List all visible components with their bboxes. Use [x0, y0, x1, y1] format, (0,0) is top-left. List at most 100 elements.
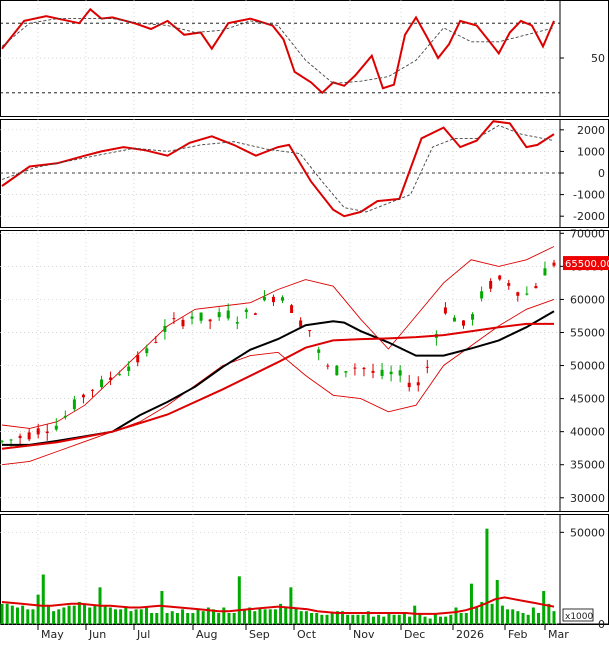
volume-bar	[77, 602, 81, 624]
candle-body	[90, 389, 94, 391]
volume-bar	[160, 591, 164, 624]
volume-bar	[418, 613, 422, 624]
candle-body	[118, 374, 122, 376]
candle-body	[525, 293, 529, 295]
volume-bar	[62, 607, 66, 624]
candle-body	[326, 365, 330, 367]
volume-bar	[212, 609, 216, 624]
volume-bar	[134, 609, 138, 624]
oscillator-top-series-main-line	[1, 7, 555, 95]
volume-bar	[227, 613, 231, 624]
volume-bar	[299, 611, 303, 624]
volume-bar	[15, 607, 19, 624]
volume-bar	[196, 609, 200, 624]
moving-average-red-line	[1, 322, 554, 450]
candle-body	[172, 318, 176, 320]
volume-bar	[88, 607, 92, 624]
volume-bar	[490, 603, 494, 624]
volume-bar	[103, 605, 107, 624]
candle-body	[317, 349, 321, 353]
volume-bar	[181, 609, 185, 624]
volume-bar	[475, 607, 479, 624]
volume-bar	[46, 605, 50, 624]
volume-bar	[500, 605, 504, 624]
volume-bar	[392, 614, 396, 624]
volume-bar	[377, 614, 381, 624]
volume-bar	[273, 609, 277, 624]
candle-body	[480, 291, 484, 299]
bollinger-upper-band	[1, 246, 555, 429]
candle-body	[109, 377, 113, 380]
volume-bar	[371, 616, 375, 624]
candle-body	[425, 366, 429, 368]
volume-bar	[57, 609, 61, 624]
x-axis-label-feb: Feb	[508, 628, 527, 641]
candle-body	[516, 292, 520, 296]
volume-bar	[0, 603, 4, 624]
x-axis-label-mar: Mar	[548, 628, 569, 641]
volume-bar	[129, 611, 133, 624]
volume-bar	[521, 613, 525, 624]
y-tick-label: 50000	[570, 526, 605, 539]
volume-bar	[310, 613, 314, 624]
volume-bar	[387, 613, 391, 624]
volume-bar	[150, 613, 154, 624]
candle-body	[543, 268, 547, 276]
volume-bar	[186, 613, 190, 624]
bollinger-lower-band	[1, 298, 555, 466]
volume-bar	[397, 614, 401, 624]
y-tick-label: -1000	[573, 189, 605, 202]
volume-bar	[237, 576, 241, 624]
y-tick-label: 35000	[570, 459, 605, 472]
y-tick-label: 50000	[570, 360, 605, 373]
volume-bar	[449, 614, 453, 624]
candle-body	[335, 365, 339, 376]
candle-body	[290, 305, 294, 314]
candle-body	[181, 319, 185, 327]
volume-bar	[41, 574, 45, 624]
candle-body	[443, 307, 447, 314]
candle-body	[136, 354, 140, 363]
candle-body	[208, 319, 212, 322]
candle-body	[18, 435, 22, 439]
candle-body	[154, 341, 158, 343]
volume-bar	[26, 609, 30, 624]
volume-bar	[444, 616, 448, 624]
volume-bar	[175, 613, 179, 624]
x-axis-label-oct: Oct	[297, 628, 317, 641]
candle-body	[552, 262, 556, 266]
candle-body	[299, 320, 303, 327]
oscillator-top-series-signal-line	[1, 18, 555, 84]
x-axis-label-jul: Jul	[136, 628, 150, 641]
x-axis-label-jun: Jun	[88, 628, 106, 641]
candle-body	[452, 317, 456, 322]
y-tick-label: 0	[598, 167, 605, 180]
volume-bar	[93, 605, 97, 624]
candle-body	[63, 415, 67, 418]
candle-body	[235, 322, 239, 324]
candle-body	[0, 440, 4, 442]
volume-bar	[480, 602, 484, 624]
candle-body	[416, 382, 420, 386]
candle-body	[262, 296, 266, 301]
volume-bar	[366, 611, 370, 624]
volume-bar	[165, 613, 169, 624]
candle-body	[371, 370, 375, 373]
candle-body	[389, 371, 393, 375]
volume-bar	[340, 611, 344, 624]
candle-body	[217, 312, 221, 318]
volume-bar	[268, 609, 272, 624]
candle-body	[380, 369, 384, 376]
volume-bar	[454, 607, 458, 624]
volume-bar	[21, 605, 25, 624]
y-tick-label: 0	[598, 618, 605, 631]
volume-bar	[304, 611, 308, 624]
volume-bar	[537, 613, 541, 624]
volume-bar	[191, 613, 195, 624]
volume-bar	[263, 609, 267, 624]
volume-bar	[552, 611, 556, 624]
last-price-tag	[563, 256, 609, 271]
candle-body	[27, 432, 31, 440]
y-tick-label: 1000	[577, 145, 605, 158]
